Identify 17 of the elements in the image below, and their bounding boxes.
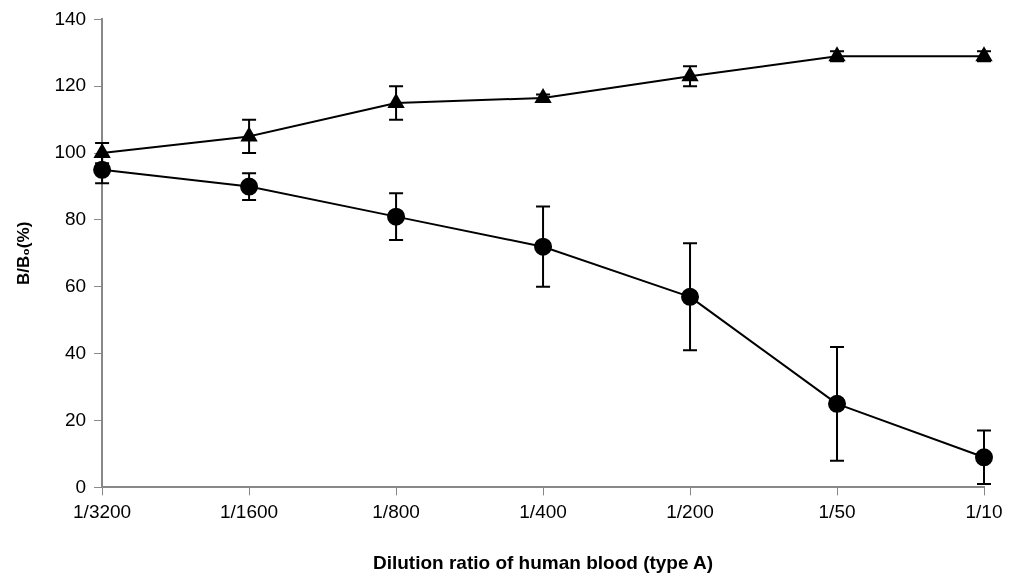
x-axis-title: Dilution ratio of human blood (type A) bbox=[372, 551, 714, 573]
x-tick-label: 1/200 bbox=[666, 501, 714, 523]
y-tick-label: 20 bbox=[64, 408, 87, 430]
x-tick-label: 1/3200 bbox=[73, 501, 132, 523]
x-tick-label: 1/800 bbox=[372, 501, 420, 523]
y-tick-label: 0 bbox=[75, 475, 87, 497]
y-tick-label: 100 bbox=[54, 141, 87, 163]
y-axis-title: B/B₀(%) bbox=[13, 221, 33, 286]
x-tick-label: 1/400 bbox=[519, 501, 567, 523]
y-tick-label: 80 bbox=[64, 208, 87, 230]
x-tick-label: 1/10 bbox=[965, 501, 1003, 523]
y-tick-label: 120 bbox=[54, 74, 87, 96]
y-tick-label: 40 bbox=[64, 341, 87, 363]
x-tick-label: 1/50 bbox=[818, 501, 856, 523]
y-tick-label: 60 bbox=[64, 275, 87, 297]
x-tick-label: 1/1600 bbox=[220, 501, 279, 523]
y-tick-label: 140 bbox=[54, 7, 87, 29]
